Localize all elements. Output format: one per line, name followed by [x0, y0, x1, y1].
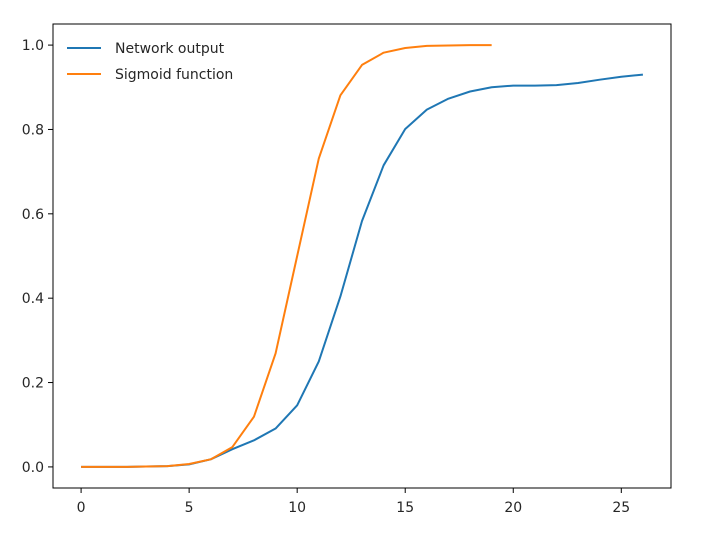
y-tick-label: 0.4: [22, 291, 44, 307]
legend-label-network-output: Network output: [115, 41, 225, 57]
x-tick-label: 15: [396, 500, 414, 516]
legend-label-sigmoid-function: Sigmoid function: [115, 67, 233, 83]
y-tick-label: 0.2: [22, 376, 44, 392]
x-tick-label: 20: [504, 500, 522, 516]
y-tick-label: 0.8: [22, 122, 44, 138]
y-tick-label: 1.0: [22, 38, 44, 54]
y-tick-label: 0.6: [22, 207, 44, 223]
legend: Network output Sigmoid function: [67, 41, 233, 83]
x-axis-ticks: 0 5 10 15 20 25: [77, 488, 630, 516]
series-line-sigmoid-function: [81, 44, 492, 468]
y-axis-ticks: 0.0 0.2 0.4 0.6 0.8 1.0: [22, 38, 53, 476]
plot-area: [53, 24, 671, 488]
x-tick-label: 0: [77, 500, 86, 516]
y-tick-label: 0.0: [22, 460, 44, 476]
x-tick-label: 25: [612, 500, 630, 516]
series-layer: [81, 44, 644, 468]
x-tick-label: 5: [185, 500, 194, 516]
x-tick-label: 10: [288, 500, 306, 516]
plot-frame: [52, 23, 672, 489]
